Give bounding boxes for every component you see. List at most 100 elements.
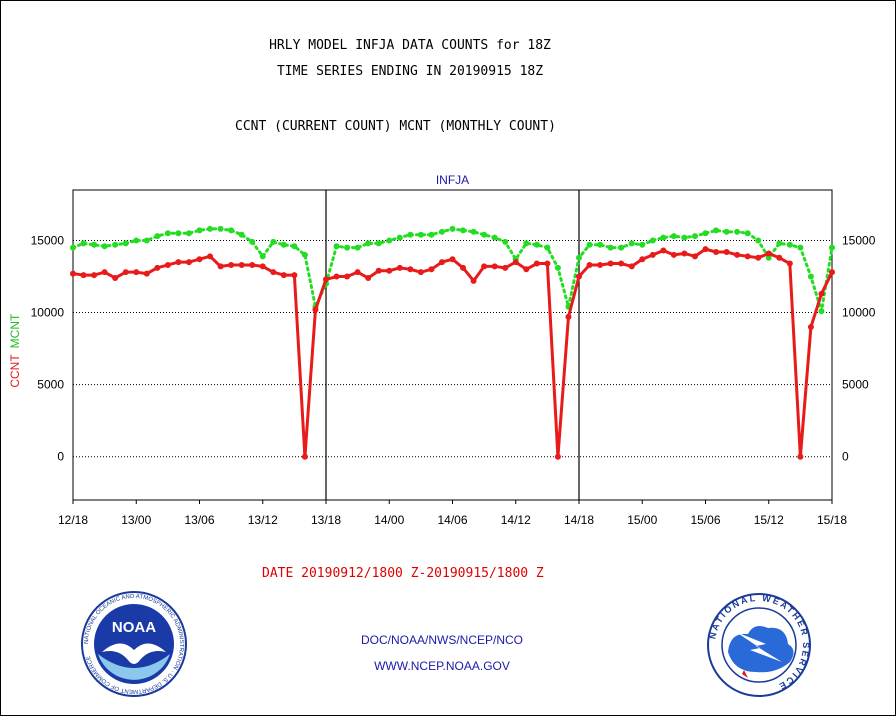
point-mcnt [270, 238, 277, 245]
point-mcnt [533, 241, 540, 248]
point-ccnt [70, 270, 76, 277]
point-mcnt [228, 227, 235, 234]
point-mcnt [301, 251, 308, 258]
xtick-label: 15/18 [817, 513, 847, 527]
point-ccnt [80, 272, 87, 279]
point-ccnt [523, 266, 530, 273]
ytick-label-left: 0 [57, 450, 64, 464]
point-mcnt [481, 231, 488, 238]
point-mcnt [344, 244, 351, 251]
point-ccnt [702, 246, 709, 253]
point-mcnt [259, 253, 266, 260]
point-mcnt [734, 228, 741, 235]
point-ccnt [670, 251, 677, 258]
date-range-label: DATE 20190912/1800 Z-20190915/1800 Z [262, 566, 544, 581]
point-mcnt [691, 233, 698, 240]
point-ccnt [818, 290, 825, 297]
point-mcnt [365, 240, 372, 247]
point-mcnt [649, 237, 656, 244]
point-ccnt [270, 269, 277, 276]
point-ccnt [407, 266, 414, 273]
point-ccnt [154, 264, 161, 271]
point-mcnt [586, 241, 593, 248]
point-ccnt [133, 269, 140, 276]
point-ccnt [639, 256, 646, 263]
point-mcnt [407, 231, 414, 238]
point-mcnt [818, 308, 825, 315]
point-ccnt [291, 272, 298, 279]
point-ccnt [607, 260, 614, 267]
point-mcnt [438, 228, 445, 235]
point-ccnt [91, 272, 98, 279]
point-mcnt [702, 230, 709, 237]
point-mcnt [776, 240, 783, 247]
point-mcnt [164, 230, 171, 237]
point-mcnt [333, 243, 340, 250]
point-ccnt [765, 250, 772, 257]
ylabel-mcnt: MCNT [8, 313, 22, 348]
point-mcnt [396, 234, 403, 241]
point-ccnt [207, 253, 214, 260]
point-ccnt [734, 251, 741, 258]
point-ccnt [312, 306, 319, 313]
xtick-label: 14/18 [564, 513, 594, 527]
point-mcnt [354, 244, 361, 251]
point-ccnt [122, 269, 129, 276]
tick-label-layer: 0 0 5000 5000 10000 10000 15000 15000 12/18 13/00… [31, 233, 876, 527]
point-ccnt [249, 261, 256, 268]
point-ccnt [417, 269, 424, 276]
point-mcnt [249, 238, 256, 245]
chart-title-line-1: HRLY MODEL INFJA DATA COUNTS for 18Z [269, 38, 551, 53]
point-mcnt [280, 241, 287, 248]
xtick-label: 13/12 [248, 513, 278, 527]
point-mcnt [639, 241, 646, 248]
point-ccnt [586, 261, 593, 268]
point-ccnt [333, 273, 340, 280]
point-ccnt [259, 263, 266, 270]
point-ccnt [829, 269, 835, 276]
point-mcnt [70, 244, 76, 251]
point-mcnt [607, 244, 614, 251]
point-ccnt [597, 261, 604, 268]
point-mcnt [681, 234, 688, 241]
point-mcnt [491, 234, 498, 241]
point-mcnt [460, 227, 467, 234]
point-mcnt [80, 240, 87, 247]
point-mcnt [628, 240, 635, 247]
point-mcnt [375, 240, 382, 247]
point-ccnt [228, 261, 235, 268]
point-mcnt [122, 240, 129, 247]
point-ccnt [323, 276, 329, 283]
point-ccnt [217, 263, 224, 270]
ytick-label-right: 10000 [842, 306, 876, 320]
xtick-label: 12/18 [58, 513, 88, 527]
point-ccnt [386, 267, 393, 274]
point-mcnt [829, 244, 835, 251]
xtick-label: 13/06 [184, 513, 214, 527]
point-ccnt [280, 272, 287, 279]
point-ccnt [628, 263, 635, 270]
point-ccnt [797, 453, 804, 460]
point-mcnt [175, 230, 182, 237]
ytick-label-right: 0 [842, 450, 849, 464]
point-mcnt [670, 233, 677, 240]
ytick-label-left: 10000 [31, 306, 65, 320]
chart-title-line-2: TIME SERIES ENDING IN 20190915 18Z [276, 64, 544, 79]
point-mcnt [428, 231, 435, 238]
point-ccnt [185, 259, 192, 266]
xtick-label: 14/00 [374, 513, 404, 527]
point-ccnt [681, 250, 688, 257]
point-ccnt [375, 267, 382, 274]
xtick-label: 15/12 [754, 513, 784, 527]
point-ccnt [776, 254, 783, 261]
point-ccnt [786, 260, 793, 267]
noaa-logo-text: NOAA [112, 619, 156, 636]
series-layer [70, 225, 835, 460]
point-mcnt [449, 225, 456, 232]
ytick-label-left: 5000 [37, 378, 64, 392]
point-ccnt [713, 249, 720, 255]
xtick-label: 15/06 [690, 513, 720, 527]
point-mcnt [91, 241, 98, 248]
xtick-label: 13/18 [311, 513, 341, 527]
